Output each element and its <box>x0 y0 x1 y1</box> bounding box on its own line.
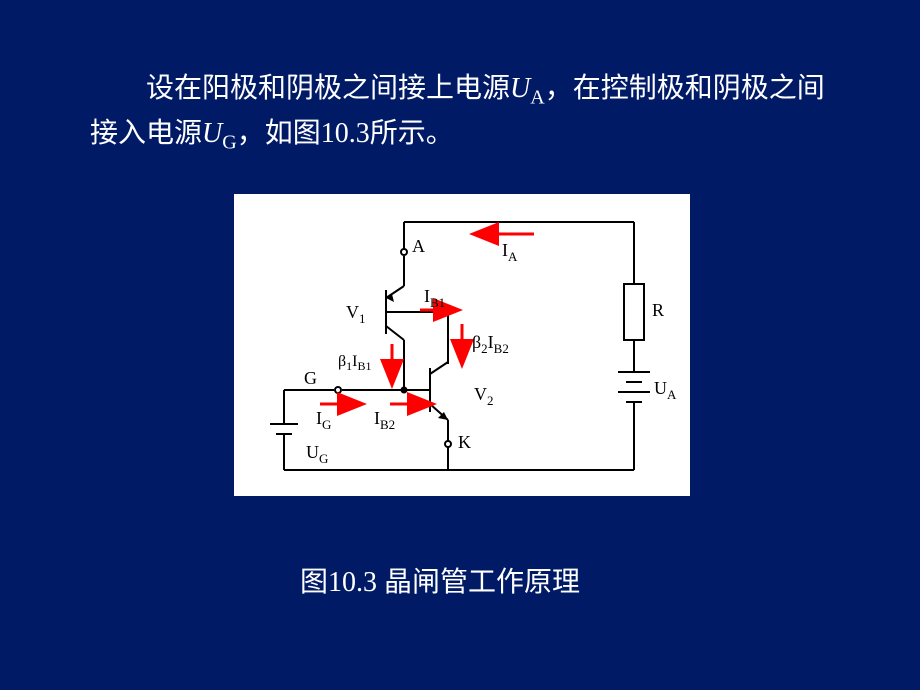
label-K: K <box>458 432 471 452</box>
symbol-U-sub-A: A <box>530 87 544 109</box>
node-c1-b2 <box>402 370 407 393</box>
body-text: 设在阳极和阴极之间接上电源UA，在控制极和阴极之间接入电源UG，如图10.3所示… <box>90 68 850 157</box>
label-V1: V1 <box>346 302 366 326</box>
circuit-diagram: A G K V1 V2 R UA UG IA IB1 β2IB2 β1IB1 I… <box>234 194 690 496</box>
text-part-1: 设在阳极和阴极之间接上电源 <box>146 73 510 104</box>
label-IA: IA <box>502 240 518 264</box>
circuit-svg: A G K V1 V2 R UA UG IA IB1 β2IB2 β1IB1 I… <box>234 194 690 496</box>
label-IB2: IB2 <box>374 408 395 432</box>
label-IG: IG <box>316 408 331 432</box>
label-G: G <box>304 368 317 388</box>
figure-caption: 图10.3 晶闸管工作原理 <box>300 560 580 600</box>
label-IB1: IB1 <box>424 286 445 310</box>
label-A: A <box>412 236 425 256</box>
label-UG: UG <box>306 442 328 466</box>
label-b2IB2: β2IB2 <box>472 332 509 356</box>
label-R: R <box>652 300 664 320</box>
symbol-U: U <box>510 73 530 104</box>
gate-loop <box>270 387 448 470</box>
symbol-U2: U <box>202 118 222 149</box>
symbol-U-sub-G: G <box>222 131 236 153</box>
label-V2: V2 <box>474 384 494 408</box>
label-b1IB1: β1IB1 <box>338 353 371 373</box>
label-UA: UA <box>654 378 677 402</box>
labels: A G K V1 V2 R UA UG IA IB1 β2IB2 β1IB1 I… <box>304 236 677 466</box>
slide: 设在阳极和阴极之间接上电源UA，在控制极和阴极之间接入电源UG，如图10.3所示… <box>0 0 920 690</box>
main-loop <box>404 222 650 470</box>
anode-stub <box>401 222 407 286</box>
text-part-3: ，如图10.3所示。 <box>237 118 454 149</box>
